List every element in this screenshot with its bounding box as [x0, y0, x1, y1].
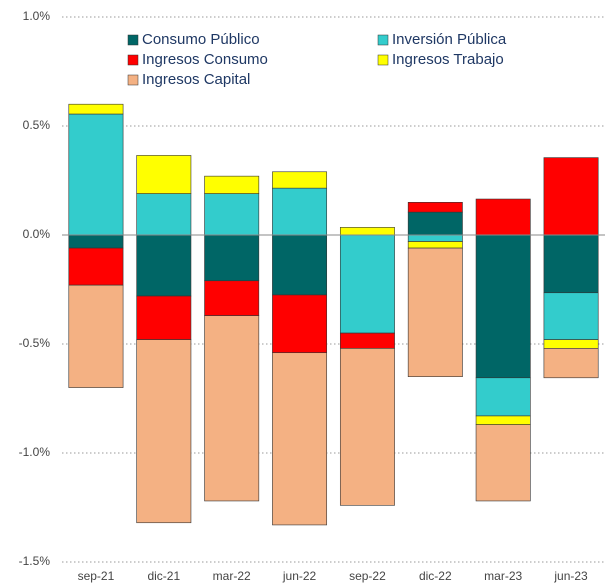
bar-segment	[407, 241, 463, 249]
bar-segment	[339, 348, 395, 506]
bar-segment	[475, 424, 531, 502]
bar-segment	[136, 339, 192, 524]
x-tick-label: sep-22	[349, 569, 386, 583]
x-tick-label: dic-21	[147, 569, 180, 583]
bar-segment	[68, 247, 124, 286]
bar-segment	[543, 234, 599, 294]
x-tick-label: sep-21	[78, 569, 115, 583]
bar-segment	[339, 234, 395, 334]
y-tick-label: -0.5%	[19, 336, 51, 350]
legend-swatch	[377, 54, 389, 66]
bar-segment	[204, 315, 260, 502]
bar-segment	[272, 294, 328, 354]
legend-label: Ingresos Trabajo	[392, 51, 504, 68]
legend-swatch	[377, 34, 389, 46]
bar-segment	[475, 415, 531, 425]
bar-segment	[407, 234, 463, 242]
x-tick-label: dic-22	[419, 569, 452, 583]
bar-segment	[339, 332, 395, 349]
y-tick-label: -1.5%	[19, 554, 51, 568]
legend-swatch	[127, 74, 139, 86]
bar-segment	[272, 187, 328, 236]
bar-segment	[136, 295, 192, 340]
bar-segment	[475, 234, 531, 379]
bar-segment	[204, 280, 260, 316]
legend-swatch	[127, 54, 139, 66]
bar-segment	[543, 157, 599, 236]
bar-segment	[68, 103, 124, 115]
bar-segment	[136, 155, 192, 194]
y-tick-label: 0.5%	[23, 118, 51, 132]
x-tick-label: mar-23	[484, 569, 522, 583]
x-tick-label: mar-22	[213, 569, 251, 583]
bar-segment	[68, 113, 124, 236]
y-tick-label: 1.0%	[23, 9, 51, 23]
bar-segment	[339, 227, 395, 236]
bar-segment	[475, 377, 531, 417]
legend-label: Ingresos Consumo	[142, 51, 268, 68]
bar-segment	[272, 234, 328, 296]
legend-label: Ingresos Capital	[142, 71, 250, 88]
bar-segment	[407, 202, 463, 213]
bar-segment	[136, 193, 192, 236]
x-tick-label: jun-22	[282, 569, 317, 583]
bar-segment	[475, 198, 531, 236]
bar-segment	[68, 234, 124, 249]
y-tick-label: 0.0%	[23, 227, 51, 241]
y-tick-label: -1.0%	[19, 445, 51, 459]
legend-swatch	[127, 34, 139, 46]
bar-segment	[543, 348, 599, 379]
bar-segment	[407, 211, 463, 236]
bar-segment	[204, 175, 260, 194]
legend-label: Consumo Público	[142, 31, 260, 48]
bar-segment	[272, 352, 328, 526]
x-tick-label: jun-23	[553, 569, 588, 583]
bar-segment	[407, 247, 463, 377]
bar-segment	[204, 234, 260, 282]
bar-segment	[272, 171, 328, 189]
bar-segment	[543, 292, 599, 340]
bar-segment	[204, 193, 260, 236]
bar-segment	[543, 339, 599, 349]
legend-label: Inversión Pública	[392, 31, 507, 48]
bar-segment	[136, 234, 192, 297]
bar-segment	[68, 284, 124, 388]
